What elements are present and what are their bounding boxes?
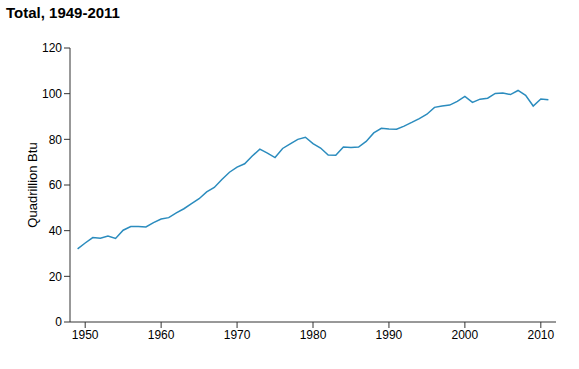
svg-text:2000: 2000 [452, 328, 479, 342]
svg-text:80: 80 [49, 133, 63, 147]
svg-text:1960: 1960 [148, 328, 175, 342]
svg-text:1970: 1970 [224, 328, 251, 342]
html-text:Total, 1949-2011: Total, 1949-2011 [6, 4, 120, 21]
svg-text:60: 60 [49, 178, 63, 192]
svg-text:1980: 1980 [300, 328, 327, 342]
svg-text:100: 100 [42, 87, 62, 101]
svg-text:1950: 1950 [72, 328, 99, 342]
svg-text:20: 20 [49, 270, 63, 284]
svg-text:1990: 1990 [376, 328, 403, 342]
svg-text:2010: 2010 [527, 328, 554, 342]
svg-text:40: 40 [49, 224, 63, 238]
svg-text:0: 0 [55, 315, 62, 329]
svg-text:120: 120 [42, 41, 62, 55]
svg-text:Quadrillion Btu: Quadrillion Btu [25, 142, 40, 227]
